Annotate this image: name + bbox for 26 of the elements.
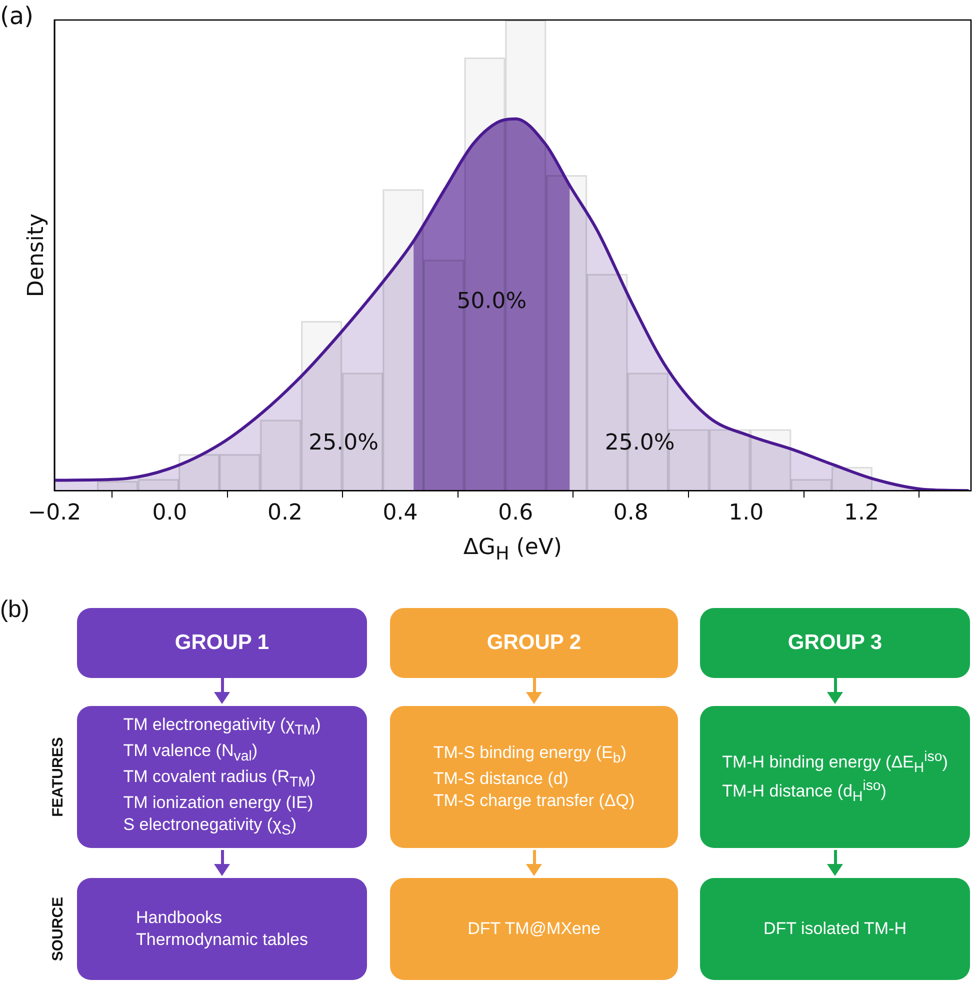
y-axis-title: Density [24,213,49,298]
text: DFT isolated TM-H [764,918,906,938]
text: DFT TM@MXene [468,918,600,938]
x-tick-label: 0.0 [152,500,188,526]
x-tick-label: 0.6 [498,500,534,526]
category-label: GROUP 1 [77,608,367,678]
x-tick-label: 0.4 [382,500,418,526]
category-label: GROUP 2 [390,608,678,678]
text: TM-S binding energy (E$_{b}$) TM-S distance (d) TM-S charge transfer (ΔQ) [433,743,635,810]
text: (a) [0,2,34,30]
text: Handbooks Thermodynamic tables [136,908,308,949]
text: TM-H binding energy (ΔE$_{H}$$^{iso}$) TM-H distance (d$_{H}$$^{iso}$) [722,748,948,806]
x-axis-title: ΔG$_{H}$ (eV) [463,534,562,564]
text: (b) [0,596,30,624]
category-label: GROUP 3 [700,608,970,678]
annotation: 25.0% [308,430,378,456]
annotation: 25.0% [604,430,675,456]
x-tick-label: 0.2 [267,500,302,526]
annotation: 50.0% [456,289,527,314]
x-tick-label: −0.2 [28,500,82,526]
text: TM electronegativity (χ$_{TM}$) TM valence (N$_{val}$) TM covalent radius (R$_{TM}$) TM ionization energy (IE) S electronegativity (χ$_{S}$) [123,715,321,838]
x-tick-label: 1.0 [728,500,764,526]
x-tick-label: 0.8 [613,500,648,526]
category-label: FEATURES [50,737,66,817]
category-label: SOURCE [50,896,66,962]
x-tick-label: 1.2 [844,500,879,526]
